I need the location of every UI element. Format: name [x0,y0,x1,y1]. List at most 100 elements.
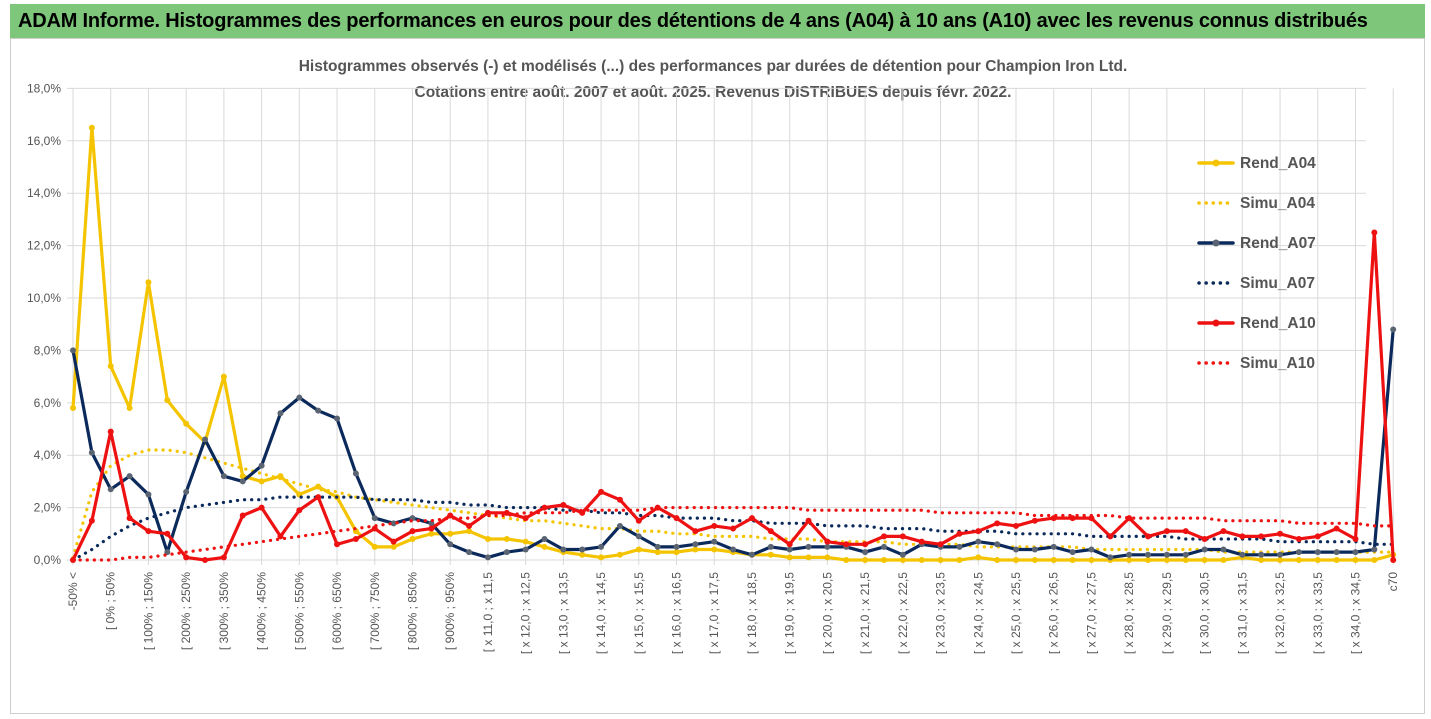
point-rend_a10 [88,517,95,524]
point-rend_a10 [220,554,227,561]
point-rend_a10 [1352,536,1359,543]
point-rend_a07 [1277,551,1284,558]
point-rend_a07 [579,546,586,553]
point-rend_a07 [258,462,265,469]
point-rend_a10 [994,520,1001,527]
point-rend_a04 [428,530,435,537]
point-rend_a07 [390,520,397,527]
y-tick-label: 0,0% [34,553,62,567]
point-rend_a07 [786,546,793,553]
legend-marker [1212,319,1220,327]
x-tick-label: [ 200% ; 250% [179,572,193,650]
x-tick-label: [ 300% ; 350% [217,572,231,650]
point-rend_a07 [598,543,605,550]
legend-marker [1212,239,1220,247]
point-rend_a04 [239,473,246,480]
point-rend_a04 [1277,557,1284,563]
point-rend_a10 [1163,528,1170,535]
series-line-simu_a07 [71,495,1395,562]
point-rend_a10 [975,528,982,535]
x-tick-label: -50% < [66,572,80,610]
point-rend_a04 [1314,557,1321,563]
point-rend_a10 [315,494,322,501]
point-rend_a07 [1333,549,1340,556]
point-rend_a07 [466,549,473,556]
point-rend_a10 [1201,536,1208,543]
point-rend_a07 [862,549,869,556]
point-rend_a10 [767,528,774,535]
x-tick-label: [ x 27,0 ; x 27,5 [1084,572,1098,654]
point-rend_a07 [1163,551,1170,558]
point-rend_a04 [466,528,473,535]
point-rend_a07 [880,543,887,550]
point-rend_a07 [692,541,699,548]
point-rend_a04 [654,549,661,556]
point-rend_a04 [1182,557,1189,563]
point-rend_a10 [1390,557,1397,563]
point-rend_a07 [824,543,831,550]
point-rend_a07 [560,546,567,553]
point-rend_a07 [202,436,209,443]
x-tick-label: [ 900% ; 950% [443,572,457,650]
point-rend_a10 [843,541,850,548]
point-rend_a04 [673,549,680,556]
point-rend_a07 [805,543,812,550]
point-rend_a04 [598,554,605,561]
x-tick-label: [ 800% ; 850% [405,572,419,650]
point-rend_a04 [1220,557,1227,563]
x-tick-label: [ x 33,0 ; x 33,5 [1311,572,1325,654]
point-rend_a04 [786,554,793,561]
point-rend_a10 [937,541,944,548]
point-rend_a07 [1107,554,1114,561]
point-rend_a07 [277,410,284,417]
point-rend_a07 [975,538,982,545]
point-rend_a10 [1182,528,1189,535]
x-tick-label: [ x 30,0 ; x 30,5 [1198,572,1212,654]
point-rend_a10 [1145,533,1152,540]
point-rend_a04 [1145,557,1152,563]
point-rend_a07 [1069,549,1076,556]
x-tick-label: [ x 13,0 ; x 13,5 [556,572,570,654]
point-rend_a04 [1258,557,1265,563]
point-rend_a07 [352,470,359,477]
point-rend_a07 [371,515,378,522]
point-rend_a04 [994,557,1001,563]
x-tick-label: [ x 14,0 ; x 14,5 [594,572,608,654]
x-tick-label: [ x 22,0 ; x 22,5 [896,572,910,654]
point-rend_a04 [409,536,416,543]
legend-marker [1212,159,1220,167]
x-tick-label: [ x 12,0 ; x 12,5 [519,572,533,654]
series-line-rend_a10 [71,230,1395,562]
x-tick-label: [ x 16,0 ; x 16,5 [670,572,684,654]
legend-label: Rend_A07 [1240,235,1316,252]
series-line-simu_a10 [71,506,1395,562]
point-rend_a04 [107,363,114,370]
point-rend_a07 [767,543,774,550]
point-rend_a10 [862,541,869,548]
x-tick-label: [ 100% ; 150% [141,572,155,650]
point-rend_a04 [767,551,774,558]
point-rend_a10 [239,512,246,519]
point-rend_a04 [937,557,944,563]
point-rend_a10 [352,536,359,543]
point-rend_a07 [484,554,491,561]
x-tick-label: [ x 15,0 ; x 15,5 [632,572,646,654]
x-tick-label: [ 500% ; 550% [292,572,306,650]
point-rend_a07 [899,551,906,558]
point-rend_a10 [277,533,284,540]
point-rend_a10 [183,554,190,561]
point-rend_a10 [334,541,341,548]
point-rend_a10 [541,504,548,511]
point-rend_a10 [1088,515,1095,522]
point-rend_a10 [692,528,699,535]
series-line-simu_a04 [71,448,1395,560]
x-tick-label: [ x 17,0 ; x 17,5 [707,572,721,654]
x-tick-label: [ x 11,0 ; x 11,5 [481,572,495,653]
point-rend_a07 [447,541,454,548]
point-rend_a04 [843,557,850,563]
point-rend_a04 [371,543,378,550]
point-rend_a07 [1258,551,1265,558]
point-rend_a10 [824,538,831,545]
point-rend_a04 [824,554,831,561]
point-rend_a10 [1107,533,1114,540]
